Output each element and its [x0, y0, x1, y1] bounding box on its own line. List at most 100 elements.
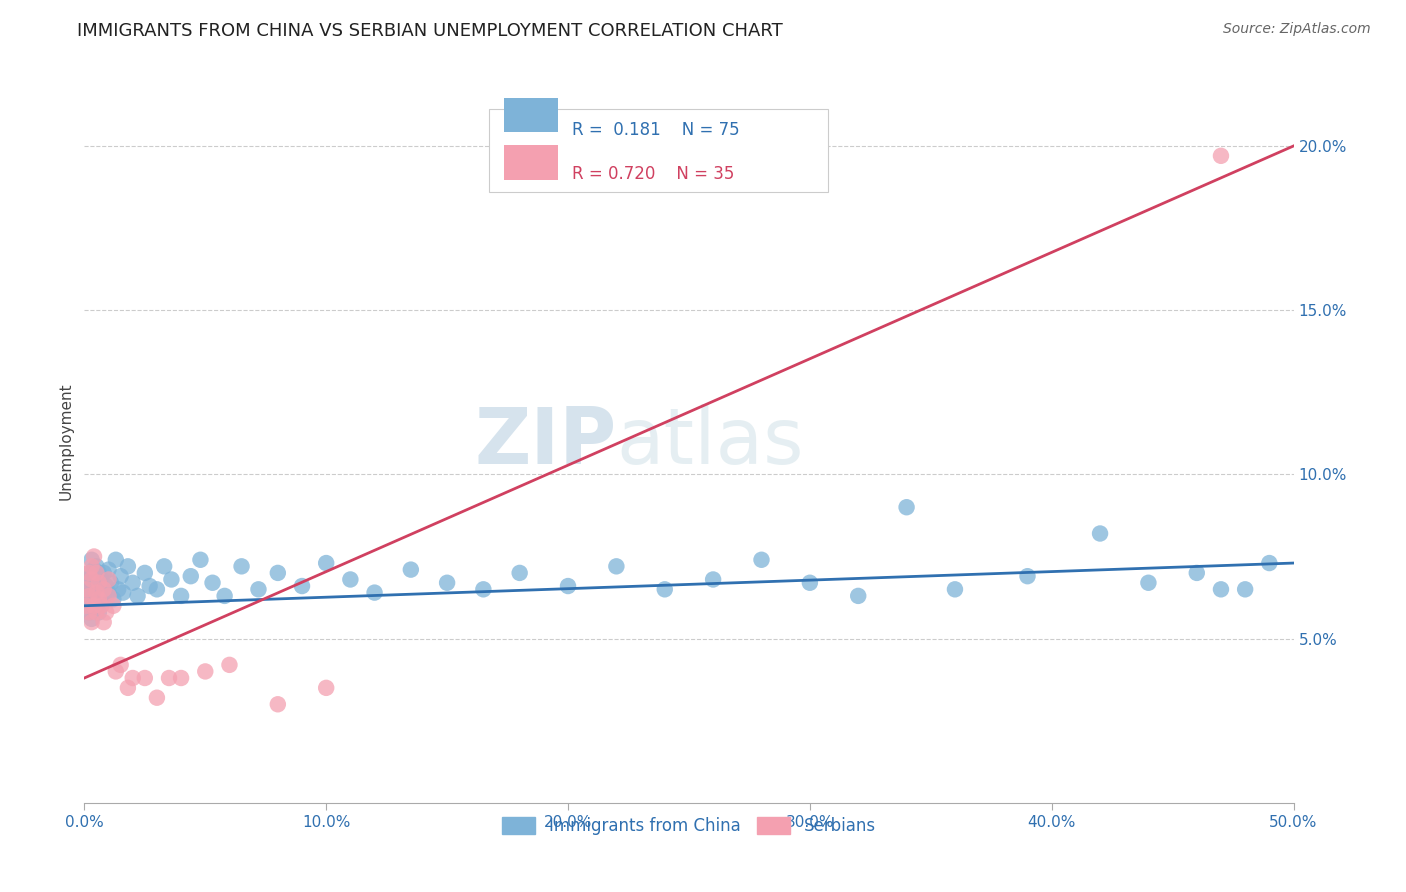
Point: [121, 575, 143, 590]
Point: [86, 605, 108, 619]
Point: [86, 575, 108, 590]
Point: [231, 559, 253, 574]
Point: [77, 566, 100, 580]
Point: [76, 573, 98, 587]
Point: [86, 559, 108, 574]
Point: [134, 566, 156, 580]
Point: [86, 599, 108, 613]
Point: [86, 566, 108, 580]
Point: [267, 698, 290, 712]
Point: [110, 657, 132, 672]
Point: [76, 582, 98, 597]
Point: [1209, 149, 1232, 163]
Point: [654, 582, 676, 597]
Point: [180, 569, 202, 583]
Point: [146, 690, 169, 705]
Point: [103, 592, 125, 607]
Point: [138, 579, 160, 593]
Point: [1209, 582, 1232, 597]
Point: [103, 599, 125, 613]
Point: [201, 575, 224, 590]
Point: [90, 573, 112, 587]
Point: [104, 553, 127, 567]
Point: [87, 575, 110, 590]
Point: [87, 592, 110, 607]
Point: [315, 681, 337, 695]
Point: [472, 582, 495, 597]
Point: [509, 566, 531, 580]
Point: [94, 605, 117, 619]
Point: [399, 563, 422, 577]
Point: [80, 585, 103, 599]
Point: [93, 566, 115, 580]
Point: [80, 559, 103, 574]
Point: [83, 563, 105, 577]
Point: [127, 589, 149, 603]
Point: [1185, 566, 1208, 580]
FancyBboxPatch shape: [503, 145, 558, 180]
Point: [97, 585, 120, 599]
Point: [80, 553, 103, 567]
Point: [291, 579, 314, 593]
Point: [80, 592, 103, 607]
Point: [107, 582, 129, 597]
Point: [80, 573, 103, 587]
Point: [267, 566, 290, 580]
Point: [77, 589, 100, 603]
Point: [97, 563, 120, 577]
Text: atlas: atlas: [616, 403, 804, 480]
Point: [77, 605, 100, 619]
FancyBboxPatch shape: [503, 98, 558, 132]
Point: [799, 575, 821, 590]
Point: [77, 575, 100, 590]
Y-axis label: Unemployment: Unemployment: [58, 383, 73, 500]
Point: [157, 671, 180, 685]
Point: [218, 657, 240, 672]
Point: [83, 579, 105, 593]
Point: [90, 592, 112, 607]
Text: R =  0.181    N = 75: R = 0.181 N = 75: [572, 121, 740, 139]
Point: [97, 573, 120, 587]
Text: ZIP: ZIP: [474, 403, 616, 480]
Point: [76, 599, 98, 613]
Point: [86, 585, 108, 599]
Text: R = 0.720    N = 35: R = 0.720 N = 35: [572, 165, 734, 183]
FancyBboxPatch shape: [489, 109, 828, 193]
Point: [247, 582, 270, 597]
Point: [214, 589, 236, 603]
Legend: Immigrants from China, Serbians: Immigrants from China, Serbians: [495, 810, 883, 841]
Point: [121, 671, 143, 685]
Point: [194, 665, 217, 679]
Point: [83, 549, 105, 564]
Point: [76, 599, 98, 613]
Point: [153, 559, 176, 574]
Point: [104, 665, 127, 679]
Point: [80, 612, 103, 626]
Point: [83, 589, 105, 603]
Point: [190, 553, 212, 567]
Point: [1234, 582, 1257, 597]
Point: [751, 553, 773, 567]
Point: [112, 585, 135, 599]
Point: [77, 605, 100, 619]
Point: [76, 582, 98, 597]
Point: [146, 582, 169, 597]
Point: [100, 575, 122, 590]
Point: [77, 566, 100, 580]
Point: [97, 589, 120, 603]
Point: [339, 573, 361, 587]
Point: [1088, 526, 1111, 541]
Point: [315, 556, 337, 570]
Point: [93, 589, 115, 603]
Point: [436, 575, 458, 590]
Point: [90, 599, 112, 613]
Point: [94, 579, 117, 593]
Point: [160, 573, 183, 587]
Point: [170, 589, 193, 603]
Point: [93, 615, 115, 630]
Point: [846, 589, 869, 603]
Point: [83, 602, 105, 616]
Point: [1017, 569, 1039, 583]
Point: [134, 671, 156, 685]
Point: [87, 566, 110, 580]
